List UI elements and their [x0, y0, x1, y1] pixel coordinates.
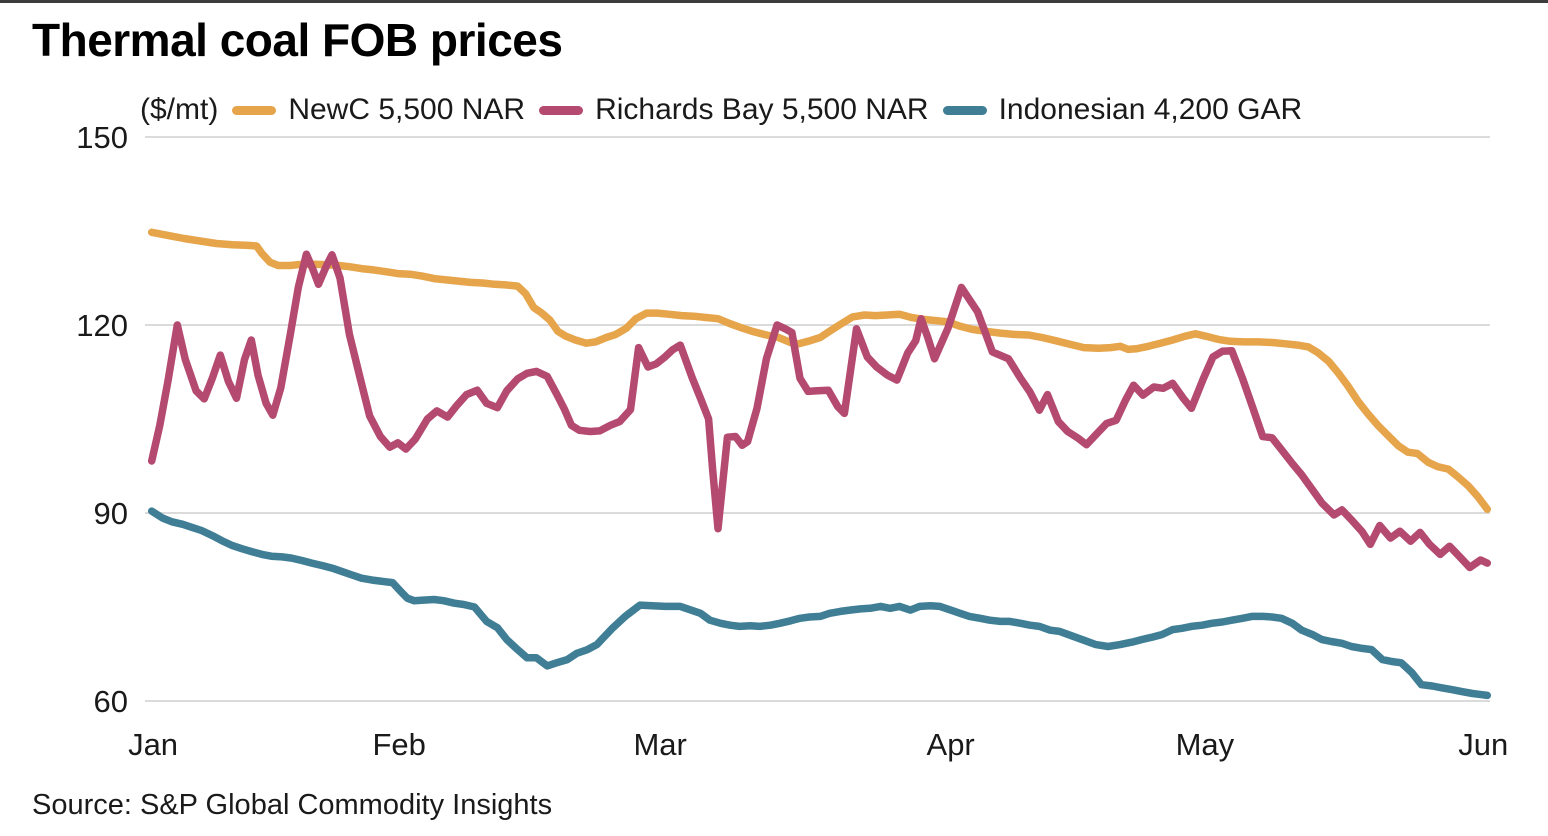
series-line-0 — [147, 228, 1492, 513]
legend-item-newc: NewC 5,500 NAR — [232, 93, 525, 127]
x-axis-label-may: May — [1176, 727, 1235, 762]
chart-title: Thermal coal FOB prices — [32, 14, 563, 66]
richards-bay-line-swatch-icon — [539, 105, 584, 115]
x-axis-label-jan: Jan — [128, 727, 178, 762]
source-credit: Source: S&P Global Commodity Insights — [32, 789, 553, 821]
legend-item-indonesian: Indonesian 4,200 GAR — [942, 93, 1303, 127]
legend-label-newc: NewC 5,500 NAR — [288, 93, 526, 126]
legend: ($/mt) NewC 5,500 NAR Richards Bay 5,500… — [140, 93, 1302, 127]
legend-item-richards-bay: Richards Bay 5,500 NAR — [539, 93, 929, 127]
y-axis-label-150: 150 — [76, 120, 128, 155]
series-line-1 — [147, 250, 1492, 572]
legend-label-indonesian: Indonesian 4,200 GAR — [998, 93, 1303, 126]
x-axis-label-apr: Apr — [927, 727, 975, 762]
y-axis-label-90: 90 — [94, 496, 128, 531]
x-axis-label-jun: Jun — [1458, 727, 1508, 762]
x-axis-label-mar: Mar — [633, 727, 686, 762]
x-axis-label-feb: Feb — [372, 727, 425, 762]
unit-label: ($/mt) — [140, 93, 219, 126]
series-line-2 — [147, 507, 1492, 700]
newc-line-swatch-icon — [232, 105, 277, 115]
y-axis-label-120: 120 — [76, 308, 128, 343]
indonesian-line-swatch-icon — [942, 105, 987, 115]
legend-label-richards-bay: Richards Bay 5,500 NAR — [595, 93, 929, 126]
y-axis-label-60: 60 — [94, 684, 128, 719]
